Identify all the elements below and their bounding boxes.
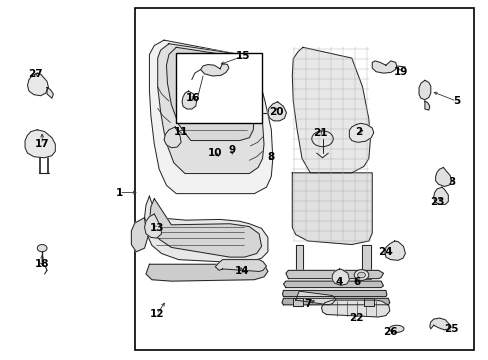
Polygon shape xyxy=(47,87,53,98)
Text: 20: 20 xyxy=(268,107,283,117)
Polygon shape xyxy=(144,214,161,238)
Text: 26: 26 xyxy=(383,327,397,337)
Text: 25: 25 xyxy=(444,324,458,334)
Polygon shape xyxy=(283,281,383,288)
Polygon shape xyxy=(131,218,149,252)
Polygon shape xyxy=(149,40,272,194)
Polygon shape xyxy=(361,244,370,279)
Polygon shape xyxy=(292,47,369,173)
Polygon shape xyxy=(163,127,181,148)
Text: 8: 8 xyxy=(267,152,274,162)
Polygon shape xyxy=(321,300,389,317)
Text: 14: 14 xyxy=(234,266,249,276)
Bar xyxy=(135,8,473,350)
Polygon shape xyxy=(158,44,264,174)
Text: 7: 7 xyxy=(304,299,311,309)
Text: 5: 5 xyxy=(452,96,459,106)
Text: 2: 2 xyxy=(355,127,362,136)
Text: 6: 6 xyxy=(352,277,360,287)
Text: 23: 23 xyxy=(429,197,444,207)
Text: 4: 4 xyxy=(335,277,343,287)
Polygon shape xyxy=(282,291,386,297)
Text: 18: 18 xyxy=(35,259,49,269)
Polygon shape xyxy=(295,291,335,305)
Polygon shape xyxy=(215,260,266,271)
Text: 27: 27 xyxy=(28,69,43,79)
Polygon shape xyxy=(292,173,371,244)
Text: 16: 16 xyxy=(185,93,200,103)
Ellipse shape xyxy=(388,325,403,332)
Polygon shape xyxy=(285,270,383,279)
Polygon shape xyxy=(166,47,254,140)
Polygon shape xyxy=(371,61,396,73)
Text: 9: 9 xyxy=(228,144,235,154)
Polygon shape xyxy=(331,269,348,285)
Polygon shape xyxy=(418,80,430,100)
Polygon shape xyxy=(429,318,448,330)
Polygon shape xyxy=(363,298,373,306)
Text: 21: 21 xyxy=(312,129,326,138)
Polygon shape xyxy=(424,101,429,110)
Circle shape xyxy=(37,244,47,252)
Polygon shape xyxy=(267,102,286,121)
Polygon shape xyxy=(433,187,447,204)
Text: 24: 24 xyxy=(378,247,392,257)
Text: 15: 15 xyxy=(235,51,250,61)
Text: 10: 10 xyxy=(207,148,222,158)
Polygon shape xyxy=(295,244,303,277)
Text: 1: 1 xyxy=(115,188,122,198)
Text: 13: 13 xyxy=(149,224,163,233)
Bar xyxy=(176,53,261,123)
Polygon shape xyxy=(293,298,303,306)
Polygon shape xyxy=(150,199,261,257)
Polygon shape xyxy=(200,63,228,76)
Circle shape xyxy=(357,272,365,278)
Polygon shape xyxy=(25,130,55,158)
Text: 3: 3 xyxy=(447,177,454,187)
Polygon shape xyxy=(348,123,373,142)
Polygon shape xyxy=(384,241,405,260)
Text: 19: 19 xyxy=(392,67,407,77)
Text: 11: 11 xyxy=(174,127,188,136)
Polygon shape xyxy=(435,167,451,186)
Polygon shape xyxy=(27,73,48,96)
Polygon shape xyxy=(282,298,389,305)
Circle shape xyxy=(353,270,368,280)
Text: 22: 22 xyxy=(349,313,363,323)
Polygon shape xyxy=(182,91,196,109)
Polygon shape xyxy=(146,264,267,281)
Text: 17: 17 xyxy=(35,139,49,149)
Text: 12: 12 xyxy=(149,310,163,319)
Polygon shape xyxy=(144,196,267,262)
